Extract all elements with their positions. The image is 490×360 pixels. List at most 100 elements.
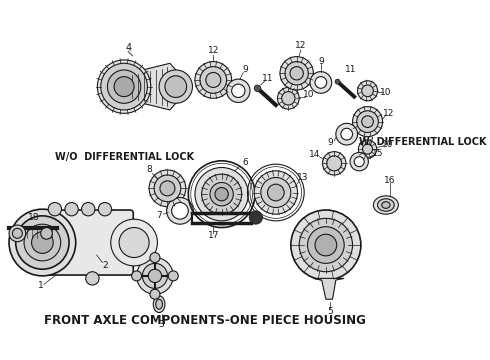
Circle shape <box>81 203 95 216</box>
Circle shape <box>37 223 56 243</box>
Text: W/ DIFFERENTIAL LOCK: W/ DIFFERENTIAL LOCK <box>359 138 487 148</box>
Circle shape <box>201 174 242 214</box>
Circle shape <box>327 156 342 171</box>
Circle shape <box>12 228 23 238</box>
Text: 1: 1 <box>38 282 44 291</box>
Circle shape <box>167 198 193 224</box>
Circle shape <box>290 67 303 80</box>
Ellipse shape <box>378 199 394 211</box>
Circle shape <box>98 60 151 113</box>
Text: 10: 10 <box>380 88 392 97</box>
Circle shape <box>172 203 188 219</box>
Ellipse shape <box>373 196 398 214</box>
Text: 2: 2 <box>102 261 108 270</box>
Text: 3: 3 <box>159 320 165 329</box>
Circle shape <box>150 289 160 299</box>
Circle shape <box>137 257 173 294</box>
Circle shape <box>48 203 62 216</box>
Text: 6: 6 <box>242 158 248 167</box>
Circle shape <box>98 203 112 216</box>
Circle shape <box>107 70 141 103</box>
Text: W/O  DIFFERENTIAL LOCK: W/O DIFFERENTIAL LOCK <box>55 152 194 162</box>
Circle shape <box>9 209 76 276</box>
Text: 8: 8 <box>146 166 152 175</box>
Circle shape <box>308 227 344 264</box>
Circle shape <box>350 153 368 171</box>
Circle shape <box>285 62 308 85</box>
Circle shape <box>291 210 361 280</box>
Circle shape <box>277 87 299 109</box>
Text: 12: 12 <box>383 109 394 118</box>
Circle shape <box>114 77 134 96</box>
Circle shape <box>358 140 377 158</box>
Text: 9: 9 <box>327 138 333 147</box>
Circle shape <box>101 63 147 110</box>
Circle shape <box>9 225 25 242</box>
Text: 16: 16 <box>384 176 396 185</box>
Circle shape <box>41 228 52 239</box>
Text: 12: 12 <box>208 46 219 55</box>
Circle shape <box>254 171 297 214</box>
Circle shape <box>143 264 168 288</box>
Text: 10: 10 <box>382 140 393 149</box>
Text: 5: 5 <box>327 307 333 316</box>
Circle shape <box>31 232 53 253</box>
Circle shape <box>363 144 372 154</box>
Circle shape <box>354 157 364 167</box>
Circle shape <box>149 170 186 207</box>
Text: 9: 9 <box>242 64 248 73</box>
Circle shape <box>132 271 142 281</box>
Circle shape <box>315 77 327 88</box>
Circle shape <box>282 92 295 105</box>
Circle shape <box>206 72 221 87</box>
Circle shape <box>150 252 160 262</box>
Text: 18: 18 <box>28 213 40 222</box>
Circle shape <box>16 216 69 269</box>
Text: 4: 4 <box>125 43 131 53</box>
Circle shape <box>86 272 99 285</box>
Circle shape <box>111 219 157 266</box>
Circle shape <box>362 85 373 96</box>
Circle shape <box>119 228 149 257</box>
Text: 7: 7 <box>156 211 162 220</box>
Text: 11: 11 <box>345 66 357 75</box>
Circle shape <box>322 152 346 175</box>
Text: 14: 14 <box>309 150 320 159</box>
Text: 10: 10 <box>303 90 314 99</box>
Text: 13: 13 <box>297 173 308 182</box>
Text: 17: 17 <box>208 231 219 240</box>
Circle shape <box>154 175 181 202</box>
Circle shape <box>280 57 313 90</box>
Circle shape <box>200 67 227 93</box>
Circle shape <box>232 84 245 98</box>
Circle shape <box>254 85 261 92</box>
Circle shape <box>341 128 352 140</box>
Circle shape <box>335 79 340 84</box>
Circle shape <box>352 107 383 137</box>
Circle shape <box>261 177 291 207</box>
Polygon shape <box>126 63 176 110</box>
Text: 15: 15 <box>372 149 383 158</box>
Circle shape <box>315 234 337 256</box>
Circle shape <box>215 188 228 201</box>
Text: 9: 9 <box>318 57 324 66</box>
FancyBboxPatch shape <box>35 210 133 275</box>
Text: FRONT AXLE COMPONENTS-ONE PIECE HOUSING: FRONT AXLE COMPONENTS-ONE PIECE HOUSING <box>44 314 366 327</box>
Circle shape <box>310 72 332 93</box>
Circle shape <box>336 123 358 145</box>
Circle shape <box>65 203 78 216</box>
Circle shape <box>168 271 178 281</box>
Text: 12: 12 <box>295 41 307 50</box>
Circle shape <box>195 62 232 98</box>
Circle shape <box>195 167 248 221</box>
Circle shape <box>159 70 193 103</box>
Circle shape <box>299 219 352 272</box>
Circle shape <box>227 79 250 103</box>
Circle shape <box>268 184 284 201</box>
Circle shape <box>362 116 373 127</box>
Ellipse shape <box>156 299 163 309</box>
Polygon shape <box>313 278 344 299</box>
Circle shape <box>165 76 187 98</box>
Circle shape <box>210 183 233 206</box>
Circle shape <box>358 81 378 101</box>
